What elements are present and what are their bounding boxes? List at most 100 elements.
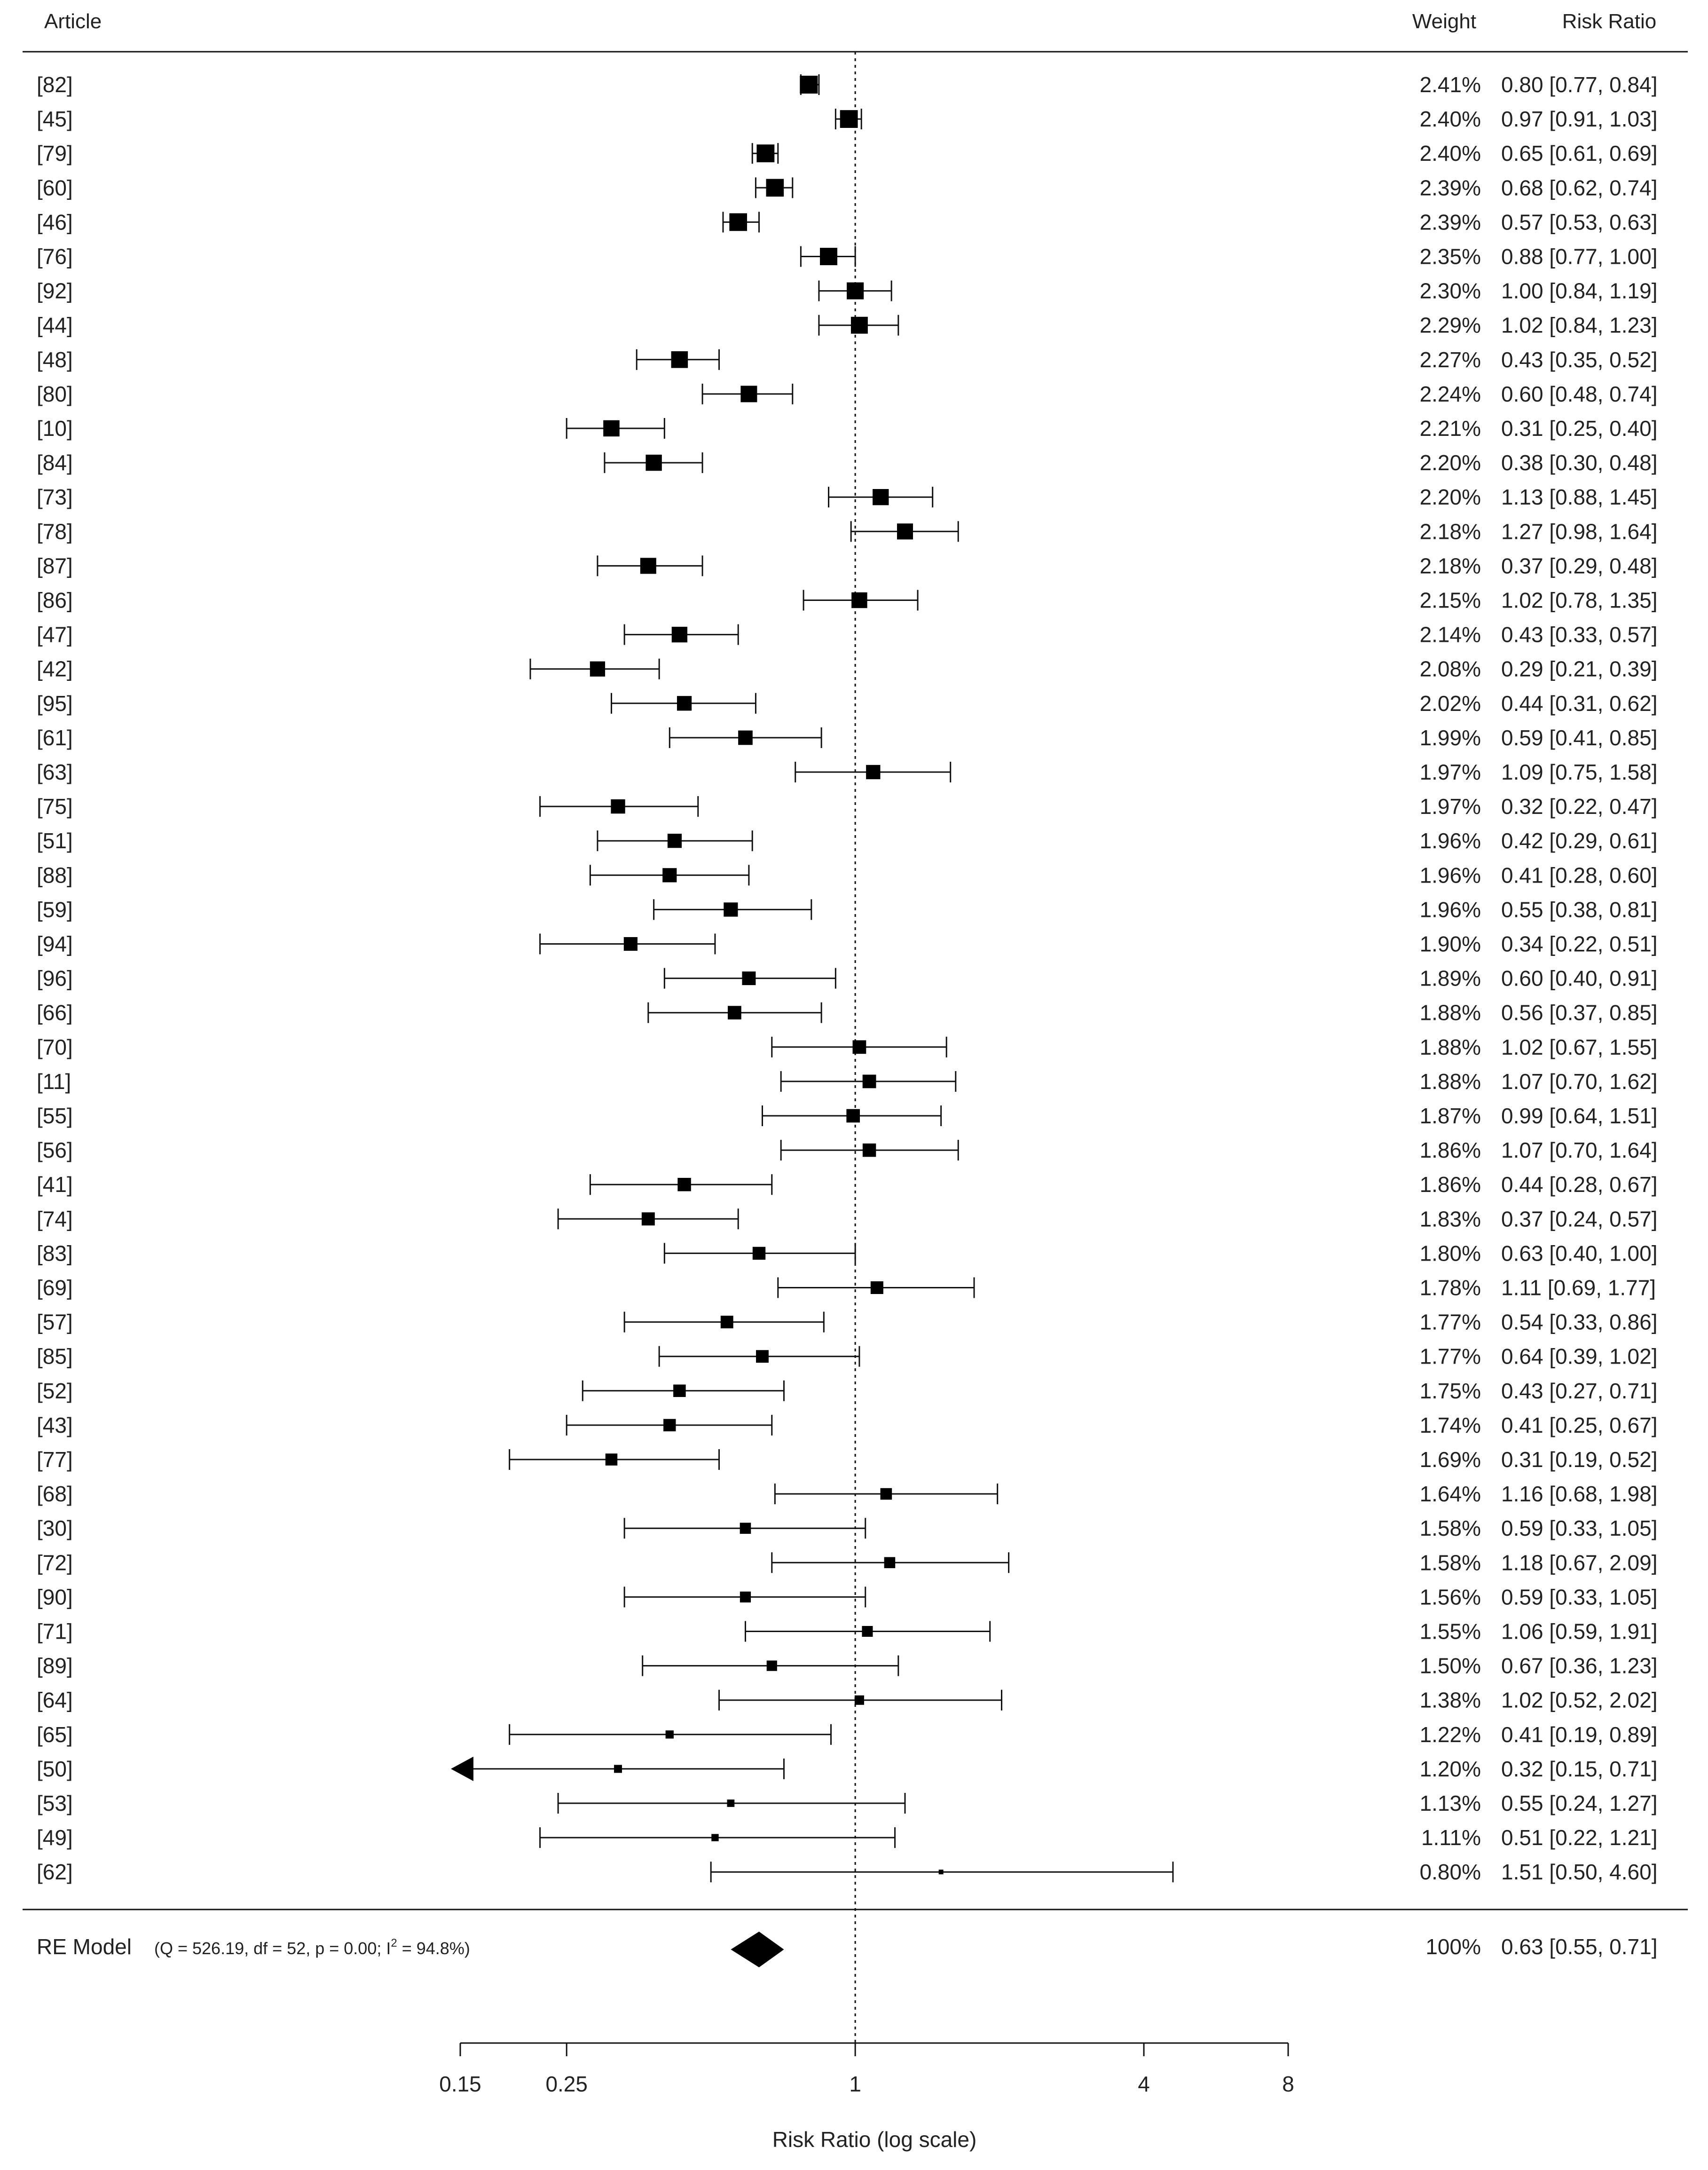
study-row: [43] 1.74% 0.41 [0.25, 0.67]	[37, 1413, 1658, 1437]
study-label: [83]	[37, 1241, 73, 1265]
study-weight: 1.58%	[1420, 1516, 1481, 1540]
summary-stats: (Q = 526.19, df = 52, p = 0.00; I2 = 94.…	[154, 1937, 470, 1958]
study-weight: 2.02%	[1420, 691, 1481, 716]
study-row: [86] 2.15% 1.02 [0.78, 1.35]	[37, 588, 1658, 613]
study-weight: 2.20%	[1420, 485, 1481, 509]
study-weight: 1.22%	[1420, 1722, 1481, 1747]
study-weight: 1.97%	[1420, 794, 1481, 819]
study-label: [78]	[37, 519, 73, 544]
point-estimate	[862, 1143, 876, 1157]
study-risk-ratio: 0.88 [0.77, 1.00]	[1501, 245, 1658, 269]
x-tick-label: 0.15	[439, 2072, 481, 2096]
point-estimate	[671, 351, 688, 368]
study-weight: 1.88%	[1420, 1069, 1481, 1094]
study-row: [78] 2.18% 1.27 [0.98, 1.64]	[37, 519, 1658, 544]
point-estimate	[727, 1799, 735, 1807]
study-risk-ratio: 0.60 [0.40, 0.91]	[1501, 966, 1658, 991]
study-weight: 1.77%	[1420, 1310, 1481, 1334]
study-label: [30]	[37, 1516, 73, 1540]
point-estimate	[645, 454, 662, 471]
study-weight: 2.18%	[1420, 553, 1481, 578]
study-risk-ratio: 1.02 [0.52, 2.02]	[1501, 1688, 1658, 1712]
study-label: [80]	[37, 382, 73, 406]
study-label: [43]	[37, 1413, 73, 1437]
study-label: [52]	[37, 1379, 73, 1403]
study-weight: 1.96%	[1420, 863, 1481, 887]
study-weight: 1.96%	[1420, 897, 1481, 922]
study-row: [44] 2.29% 1.02 [0.84, 1.23]	[37, 313, 1658, 338]
study-risk-ratio: 0.64 [0.39, 1.02]	[1501, 1344, 1658, 1369]
study-risk-ratio: 0.65 [0.61, 0.69]	[1501, 141, 1658, 166]
x-tick-label: 4	[1138, 2072, 1150, 2096]
study-row: [61] 1.99% 0.59 [0.41, 0.85]	[37, 726, 1658, 750]
study-weight: 2.39%	[1420, 210, 1481, 234]
study-label: [95]	[37, 691, 73, 716]
point-estimate	[756, 1350, 769, 1363]
study-weight: 1.80%	[1420, 1241, 1481, 1265]
point-estimate	[740, 1523, 751, 1534]
study-risk-ratio: 1.51 [0.50, 4.60]	[1501, 1860, 1658, 1884]
study-row: [53] 1.13% 0.55 [0.24, 1.27]	[37, 1791, 1658, 1815]
point-estimate	[614, 1765, 622, 1773]
study-weight: 2.20%	[1420, 450, 1481, 475]
study-label: [86]	[37, 588, 73, 613]
study-risk-ratio: 0.41 [0.28, 0.60]	[1501, 863, 1658, 887]
study-row: [76] 2.35% 0.88 [0.77, 1.00]	[37, 245, 1658, 269]
study-row: [62] 0.80% 1.51 [0.50, 4.60]	[37, 1860, 1658, 1884]
study-risk-ratio: 1.13 [0.88, 1.45]	[1501, 485, 1658, 509]
study-weight: 1.13%	[1420, 1791, 1481, 1815]
point-estimate	[852, 1040, 866, 1054]
study-row: [48] 2.27% 0.43 [0.35, 0.52]	[37, 347, 1658, 372]
point-estimate	[862, 1074, 876, 1089]
study-rows: [82] 2.41% 0.80 [0.77, 0.84] [45] 2.40% 0.97 …	[37, 72, 1658, 1884]
study-label: [62]	[37, 1860, 73, 1884]
study-weight: 2.41%	[1420, 72, 1481, 97]
study-risk-ratio: 1.16 [0.68, 1.98]	[1501, 1482, 1658, 1506]
study-label: [51]	[37, 829, 73, 853]
point-estimate	[840, 110, 858, 128]
study-risk-ratio: 0.55 [0.24, 1.27]	[1501, 1791, 1658, 1815]
study-weight: 1.74%	[1420, 1413, 1481, 1437]
study-risk-ratio: 0.59 [0.33, 1.05]	[1501, 1516, 1658, 1540]
study-row: [46] 2.39% 0.57 [0.53, 0.63]	[37, 210, 1658, 234]
study-label: [56]	[37, 1138, 73, 1162]
study-risk-ratio: 0.32 [0.22, 0.47]	[1501, 794, 1658, 819]
study-risk-ratio: 0.44 [0.28, 0.67]	[1501, 1172, 1658, 1197]
point-estimate	[846, 1109, 860, 1123]
summary-weight: 100%	[1425, 1934, 1481, 1959]
point-estimate	[641, 1212, 655, 1226]
point-estimate	[677, 1177, 691, 1192]
point-estimate	[880, 1488, 892, 1500]
study-weight: 2.15%	[1420, 588, 1481, 613]
study-risk-ratio: 0.43 [0.27, 0.71]	[1501, 1379, 1658, 1403]
point-estimate	[724, 902, 738, 917]
point-estimate	[605, 1453, 618, 1466]
study-row: [88] 1.96% 0.41 [0.28, 0.60]	[37, 863, 1658, 887]
study-risk-ratio: 0.59 [0.33, 1.05]	[1501, 1585, 1658, 1609]
study-risk-ratio: 0.32 [0.15, 0.71]	[1501, 1757, 1658, 1781]
study-weight: 1.58%	[1420, 1550, 1481, 1575]
point-estimate	[667, 834, 682, 848]
study-label: [53]	[37, 1791, 73, 1815]
study-row: [85] 1.77% 0.64 [0.39, 1.02]	[37, 1344, 1658, 1369]
header-risk-ratio: Risk Ratio	[1562, 10, 1657, 33]
study-label: [66]	[37, 1001, 73, 1025]
study-risk-ratio: 0.80 [0.77, 0.84]	[1501, 72, 1658, 97]
study-label: [69]	[37, 1276, 73, 1300]
point-estimate	[742, 971, 756, 986]
study-label: [49]	[37, 1825, 73, 1850]
study-risk-ratio: 1.00 [0.84, 1.19]	[1501, 279, 1658, 303]
study-label: [85]	[37, 1344, 73, 1369]
study-label: [74]	[37, 1207, 73, 1231]
summary-row: RE Model (Q = 526.19, df = 52, p = 0.00;…	[37, 1932, 1658, 1967]
point-estimate	[640, 558, 656, 574]
study-label: [73]	[37, 485, 73, 509]
study-label: [94]	[37, 932, 73, 956]
study-row: [30] 1.58% 0.59 [0.33, 1.05]	[37, 1516, 1658, 1540]
study-label: [50]	[37, 1757, 73, 1781]
study-weight: 0.80%	[1420, 1860, 1481, 1884]
study-weight: 2.18%	[1420, 519, 1481, 544]
study-risk-ratio: 0.56 [0.37, 0.85]	[1501, 1001, 1658, 1025]
study-label: [61]	[37, 726, 73, 750]
